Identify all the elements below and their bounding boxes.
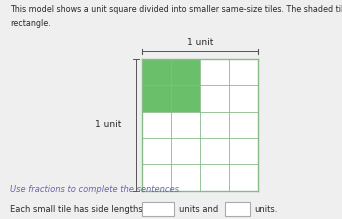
Text: 1 unit: 1 unit <box>187 38 213 47</box>
Text: Each small tile has side lengths: Each small tile has side lengths <box>10 205 143 214</box>
Text: 1 unit: 1 unit <box>95 120 121 129</box>
Bar <box>142 59 258 191</box>
Bar <box>142 59 200 112</box>
Bar <box>225 202 250 216</box>
Text: Use fractions to complete the sentences.: Use fractions to complete the sentences. <box>10 185 182 194</box>
Bar <box>142 202 174 216</box>
Text: units.: units. <box>254 205 278 214</box>
Text: units and: units and <box>179 205 218 214</box>
Text: rectangle.: rectangle. <box>10 19 51 28</box>
Text: This model shows a unit square divided into smaller same-size tiles. The shaded : This model shows a unit square divided i… <box>10 5 342 14</box>
